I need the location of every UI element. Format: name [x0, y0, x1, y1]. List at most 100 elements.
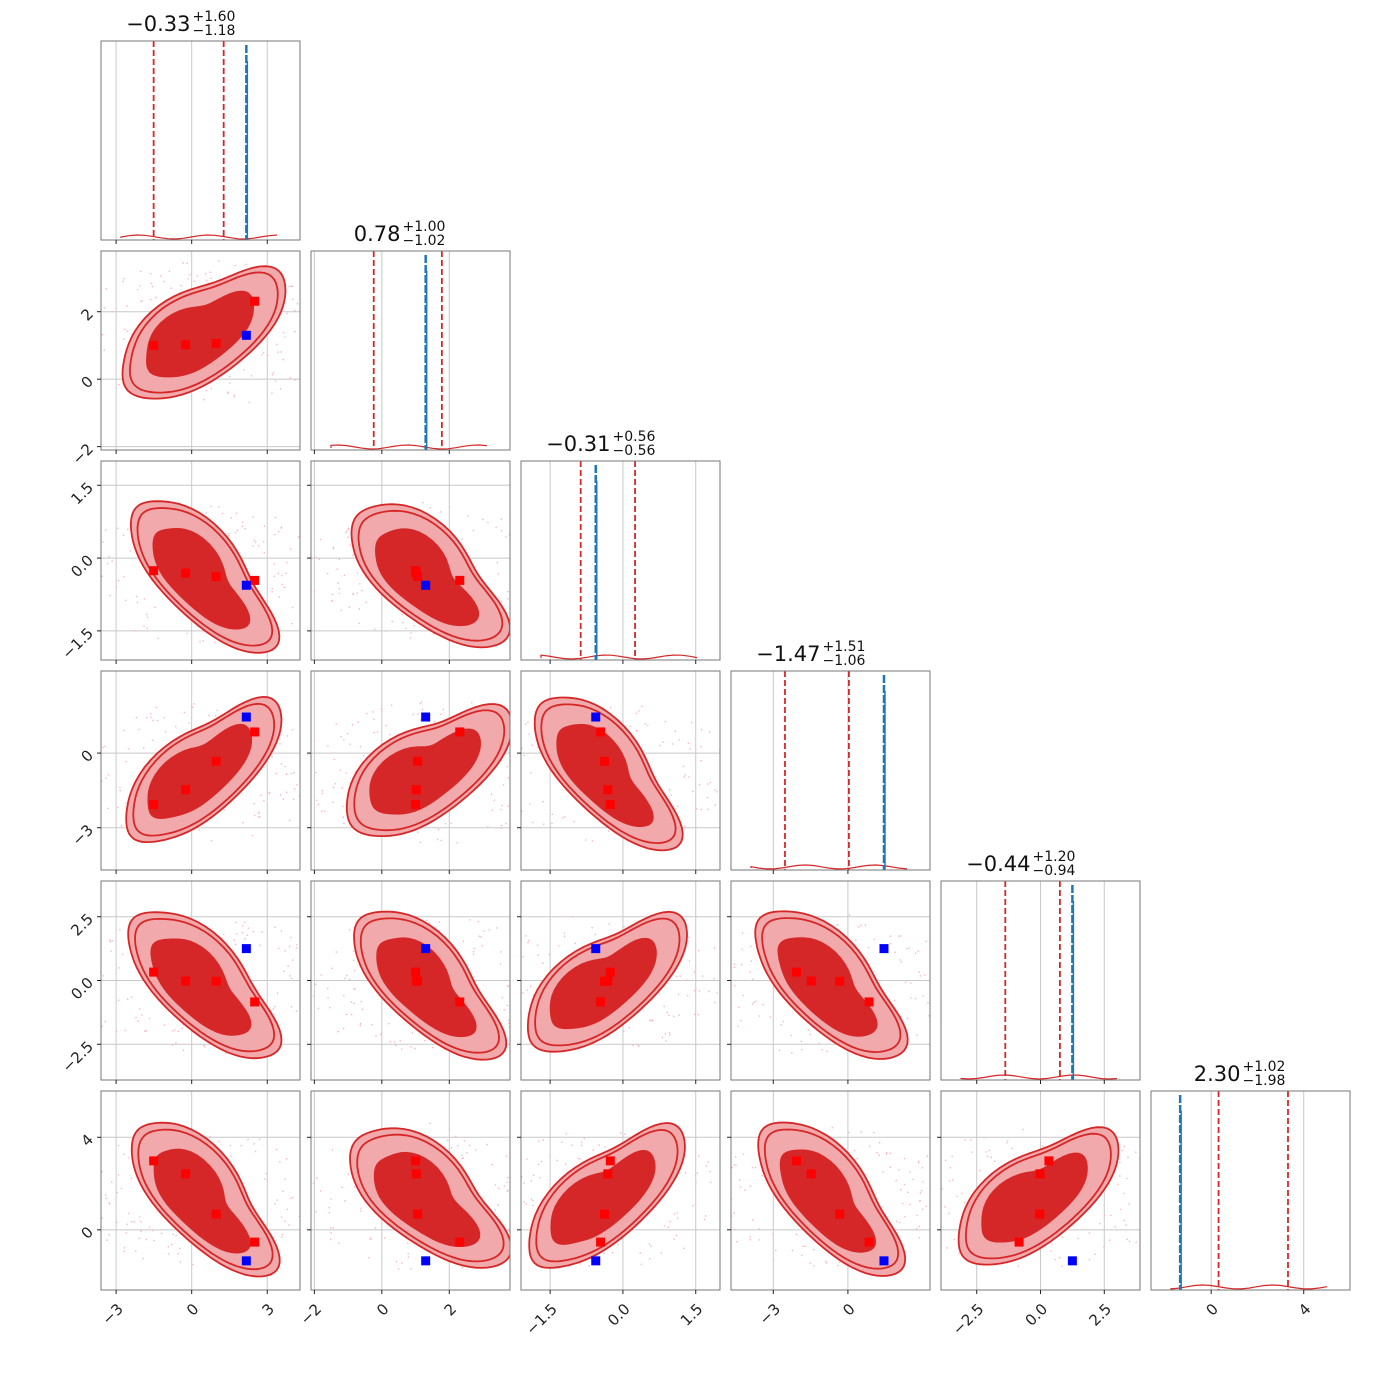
sample-dot — [202, 398, 205, 401]
sample-dot — [210, 505, 212, 507]
sample-dot — [1061, 1236, 1064, 1239]
sample-dot — [925, 940, 927, 943]
sample-dot — [279, 388, 282, 390]
sample-dot — [463, 1140, 466, 1142]
y-tick-label: −1.5 — [59, 624, 97, 662]
sample-dot — [343, 574, 346, 577]
sample-dot — [750, 945, 752, 948]
sample-dot — [94, 991, 96, 993]
panel-2-1 — [307, 460, 511, 664]
sample-dot — [241, 525, 244, 528]
sample-dot — [588, 1264, 591, 1267]
sample-dot — [394, 1044, 397, 1047]
sample-dot — [918, 971, 920, 974]
sample-dot — [218, 1140, 220, 1143]
sample-dot — [663, 1224, 666, 1227]
sample-dot — [873, 938, 876, 941]
sample-dot — [539, 982, 541, 984]
contour-inner — [373, 1151, 481, 1248]
sample-dot — [875, 1151, 878, 1154]
sample-dot — [289, 975, 291, 977]
sample-dot — [290, 1006, 293, 1008]
sample-dot — [254, 814, 256, 817]
sample-dot — [530, 1180, 533, 1182]
sample-dot — [357, 721, 359, 723]
sample-dot — [910, 996, 912, 999]
sample-dot — [305, 1016, 307, 1018]
sample-dot — [267, 354, 269, 357]
sample-dot — [944, 998, 946, 1000]
blue-marker — [241, 330, 251, 340]
sample-dot — [297, 536, 300, 538]
sample-dot — [501, 804, 503, 807]
sample-dot — [623, 925, 625, 928]
sample-dot — [276, 992, 279, 994]
sample-dot — [526, 989, 529, 992]
sample-dot — [317, 559, 319, 561]
red-marker — [413, 572, 423, 582]
sample-dot — [337, 1030, 340, 1033]
sample-dot — [241, 931, 244, 934]
x-tick-label: 0.0 — [1022, 1300, 1052, 1330]
red-marker — [455, 727, 465, 737]
sample-dot — [381, 710, 383, 713]
sample-dot — [373, 718, 375, 721]
sample-dot — [101, 333, 104, 336]
sample-dot — [123, 277, 125, 280]
sample-dot — [860, 1131, 862, 1133]
sample-dot — [305, 591, 307, 593]
panel-3-1 — [307, 670, 511, 874]
sample-dot — [903, 1183, 906, 1186]
sample-dot — [893, 999, 896, 1002]
sample-dot — [751, 1003, 754, 1005]
sample-dot — [497, 1167, 499, 1169]
sample-dot — [461, 1266, 464, 1269]
panel-frame — [310, 670, 511, 871]
sample-dot — [516, 941, 518, 943]
sample-dot — [813, 1248, 815, 1251]
sample-dot — [233, 395, 236, 398]
marginal-histogram — [750, 864, 908, 870]
sample-dot — [136, 601, 139, 604]
y-tick-label: 4 — [78, 1131, 97, 1150]
sample-dot — [375, 1035, 377, 1037]
red-marker — [599, 1209, 609, 1219]
sample-dot — [474, 1149, 477, 1151]
sample-dot — [359, 1024, 362, 1027]
sample-dot — [413, 625, 416, 627]
sample-dot — [384, 630, 387, 632]
sample-dot — [150, 298, 152, 301]
sample-dot — [318, 558, 320, 561]
sample-dot — [758, 1228, 760, 1230]
sample-dot — [537, 746, 539, 749]
sample-dot — [251, 834, 254, 837]
sample-dot — [900, 935, 902, 937]
sample-dot — [313, 995, 315, 998]
sample-dot — [221, 512, 224, 515]
sample-dot — [273, 575, 276, 577]
sample-dot — [389, 733, 391, 736]
sample-dot — [92, 1003, 94, 1005]
red-marker — [149, 566, 159, 576]
blue-marker — [591, 712, 601, 722]
sample-dot — [373, 731, 376, 734]
blue-marker — [879, 944, 889, 954]
sample-dot — [1135, 1241, 1137, 1244]
sample-dot — [304, 542, 306, 544]
sample-dot — [359, 1022, 362, 1025]
blue-marker — [421, 944, 431, 954]
sample-dot — [265, 1172, 267, 1175]
blue-marker — [421, 580, 431, 590]
sample-dot — [801, 1254, 803, 1257]
sample-dot — [317, 803, 320, 806]
sample-dot — [1077, 1237, 1080, 1240]
sample-dot — [1108, 1239, 1111, 1241]
sample-dot — [171, 1030, 174, 1032]
sample-dot — [439, 511, 442, 513]
sample-dot — [825, 1262, 828, 1264]
marginal-histogram — [1170, 1284, 1328, 1290]
sample-dot — [497, 1204, 499, 1206]
sample-dot — [126, 305, 128, 307]
sample-dot — [515, 933, 517, 935]
sample-dot — [177, 1252, 179, 1255]
